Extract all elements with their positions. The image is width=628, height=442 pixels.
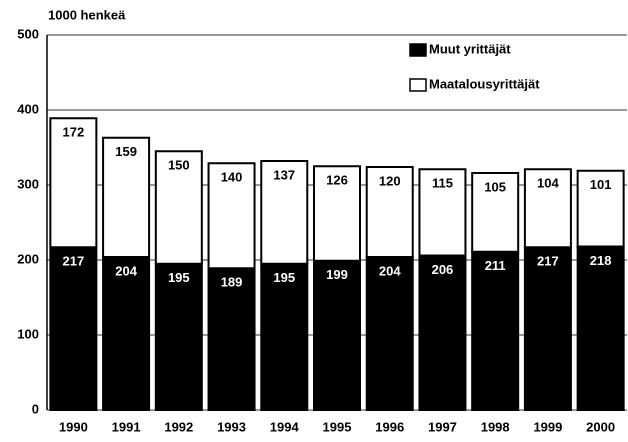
data-label: 140	[221, 170, 243, 185]
bar-segment	[49, 246, 98, 411]
y-axis-label: 1000 henkeä	[48, 7, 126, 22]
data-label: 204	[115, 263, 137, 278]
y-tick-label: 300	[17, 176, 39, 191]
bar-segment	[260, 262, 309, 411]
bar-segment	[418, 168, 467, 257]
y-tick-label: 500	[17, 26, 39, 41]
bar-segment	[365, 256, 414, 411]
bar-segment	[576, 245, 625, 411]
bar-segment	[313, 259, 361, 411]
x-tick-label: 1994	[270, 419, 300, 434]
data-label: 104	[537, 176, 559, 191]
data-label: 217	[537, 254, 559, 269]
bar-segment	[471, 172, 520, 253]
bar-segment	[102, 256, 151, 411]
data-label: 211	[485, 258, 506, 273]
bar-segment	[576, 169, 625, 248]
bar-segment	[207, 162, 256, 270]
legend-swatch	[409, 43, 427, 57]
x-tick-label: 1998	[481, 419, 510, 434]
x-tick-label: 1992	[164, 419, 193, 434]
x-tick-label: 1993	[217, 419, 246, 434]
x-tick-label: 2000	[586, 419, 615, 434]
data-label: 189	[221, 275, 243, 290]
data-label: 101	[590, 177, 612, 192]
bar-segment	[49, 117, 98, 249]
legend-label: Muut yrittäjät	[429, 41, 511, 56]
bar-segment	[523, 246, 572, 411]
data-label: 150	[168, 158, 190, 173]
data-label: 199	[326, 267, 348, 282]
y-tick-label: 0	[32, 401, 39, 416]
data-label: 217	[63, 254, 85, 269]
data-label: 159	[115, 144, 137, 159]
bar-segment	[154, 262, 203, 411]
data-label: 120	[379, 173, 401, 188]
legend-swatch	[409, 78, 427, 92]
bar-segment	[365, 166, 414, 258]
data-label: 195	[273, 270, 295, 285]
bar-segment	[154, 150, 203, 265]
x-tick-label: 1990	[59, 419, 88, 434]
bar-segment	[102, 136, 151, 258]
bar-segment	[260, 160, 309, 265]
data-label: 172	[63, 125, 85, 140]
data-label: 137	[273, 167, 295, 182]
data-label: 218	[590, 253, 612, 268]
x-tick-label: 1995	[323, 419, 352, 434]
bar-segment	[471, 250, 520, 411]
data-label: 206	[432, 262, 454, 277]
y-tick-label: 400	[17, 101, 39, 116]
y-tick-label: 100	[17, 326, 39, 341]
x-tick-label: 1999	[533, 419, 562, 434]
bar-segment	[207, 267, 256, 411]
bar-segment	[313, 165, 361, 262]
data-label: 126	[326, 173, 348, 188]
x-tick-label: 1997	[428, 419, 457, 434]
data-label: 115	[432, 176, 453, 191]
legend-label: Maatalousyrittäjät	[429, 76, 540, 91]
bar-segment	[418, 254, 467, 411]
x-tick-label: 1991	[112, 419, 141, 434]
bar-segment	[523, 168, 572, 249]
data-label: 204	[379, 263, 401, 278]
data-label: 195	[168, 270, 190, 285]
y-tick-label: 200	[17, 251, 39, 266]
data-label: 105	[484, 179, 506, 194]
x-tick-label: 1996	[375, 419, 404, 434]
